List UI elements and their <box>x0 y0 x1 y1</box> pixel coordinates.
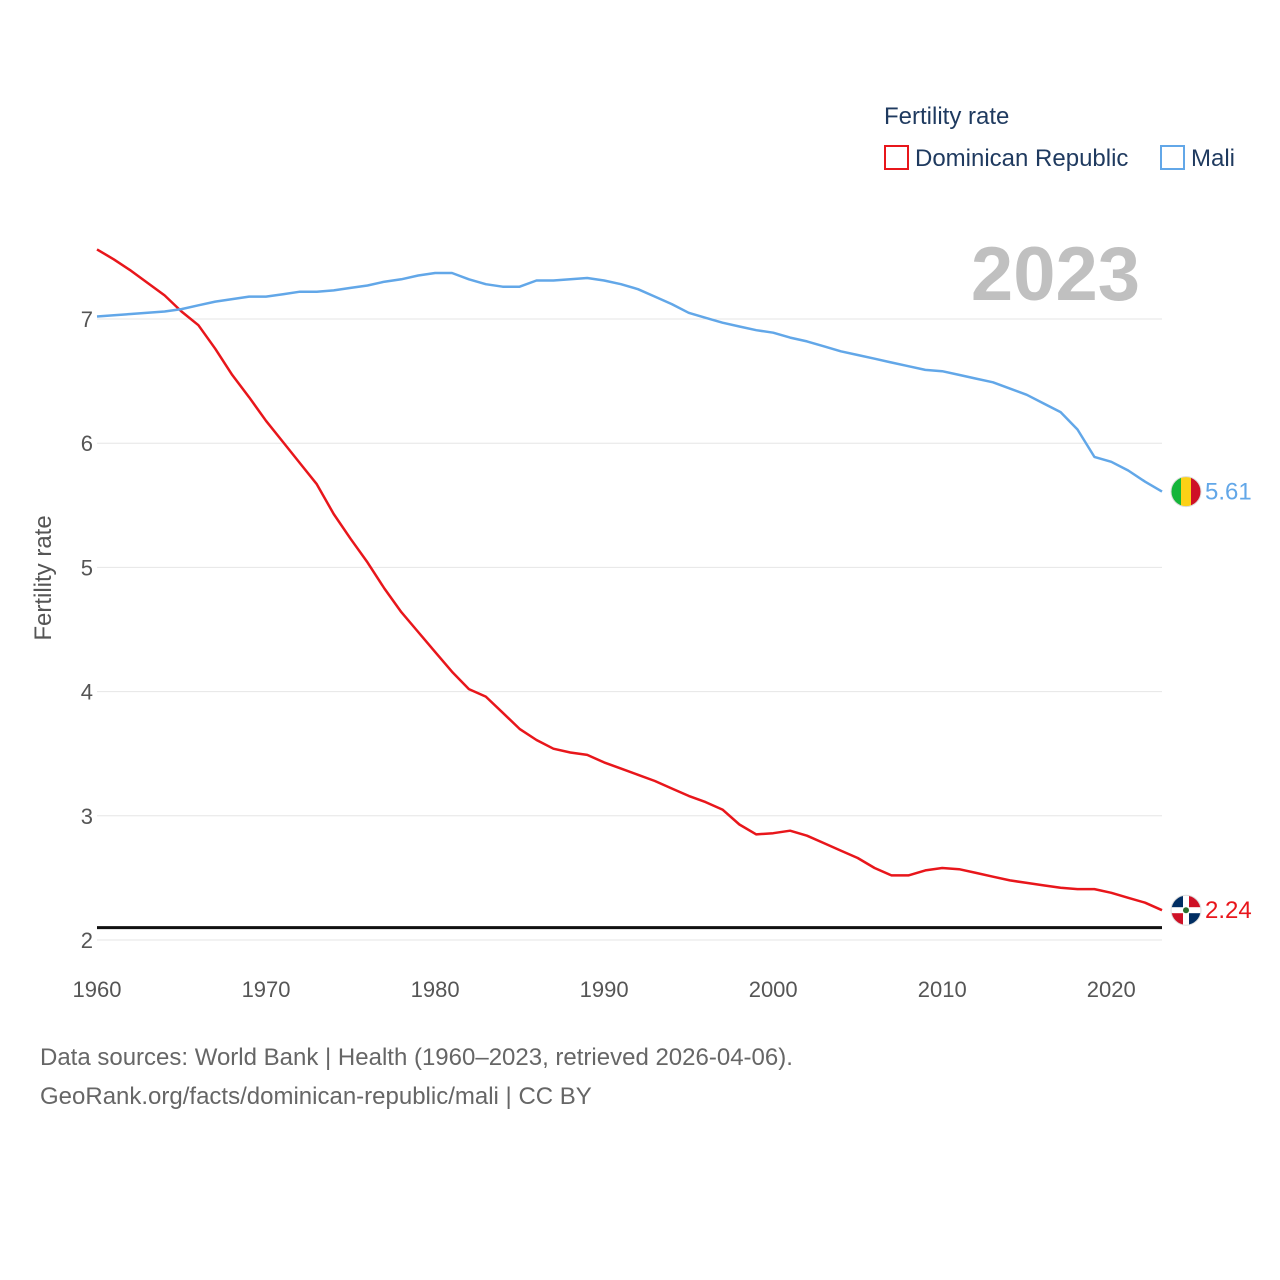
x-tick-label-1980: 1980 <box>411 977 460 1002</box>
series-lines <box>96 248 1163 912</box>
year-label: 2023 <box>971 232 1140 317</box>
y-axis-label: Fertility rate <box>30 515 57 640</box>
legend-swatch-mali <box>1160 145 1185 170</box>
legend-swatch-dominican-republic <box>884 145 909 170</box>
y-tick-label-3: 3 <box>81 804 93 829</box>
legend-title: Fertility rate <box>884 103 1009 130</box>
legend-label-dominican-republic: Dominican Republic <box>915 145 1128 172</box>
y-axis-ticks: 2 3 4 5 6 7 <box>81 307 93 953</box>
legend: Fertility rate Dominican Republic Mali <box>884 103 1235 172</box>
footer-sources: Data sources: World Bank | Health (1960–… <box>40 1044 793 1071</box>
legend-label-mali: Mali <box>1191 145 1235 172</box>
y-tick-label-2: 2 <box>81 928 93 953</box>
y-tick-label-7: 7 <box>81 307 93 332</box>
dominican-republic-flag-icon <box>1170 894 1202 926</box>
legend-item-dominican-republic[interactable]: Dominican Republic <box>884 145 1128 172</box>
series-line-dominican-republic[interactable] <box>96 248 1163 912</box>
x-tick-label-1960: 1960 <box>73 977 122 1002</box>
x-axis-ticks: 1960 1970 1980 1990 2000 2010 2020 <box>73 977 1136 1002</box>
y-tick-label-6: 6 <box>81 431 93 456</box>
end-markers: 2.24 5.61 <box>1170 476 1252 926</box>
x-tick-label-2010: 2010 <box>918 977 967 1002</box>
series-line-mali[interactable] <box>96 271 1163 493</box>
gridlines <box>97 318 1162 941</box>
legend-item-mali[interactable]: Mali <box>1160 145 1235 172</box>
mali-flag-icon <box>1170 476 1202 508</box>
x-tick-label-1970: 1970 <box>242 977 291 1002</box>
end-value-label-mali: 5.61 <box>1205 479 1252 506</box>
x-tick-label-2020: 2020 <box>1087 977 1136 1002</box>
x-tick-label-1990: 1990 <box>580 977 629 1002</box>
x-tick-label-2000: 2000 <box>749 977 798 1002</box>
end-value-label-dominican-republic: 2.24 <box>1205 897 1252 924</box>
y-tick-label-5: 5 <box>81 555 93 580</box>
footer-link[interactable]: GeoRank.org/facts/dominican-republic/mal… <box>40 1083 592 1110</box>
y-tick-label-4: 4 <box>81 680 93 705</box>
